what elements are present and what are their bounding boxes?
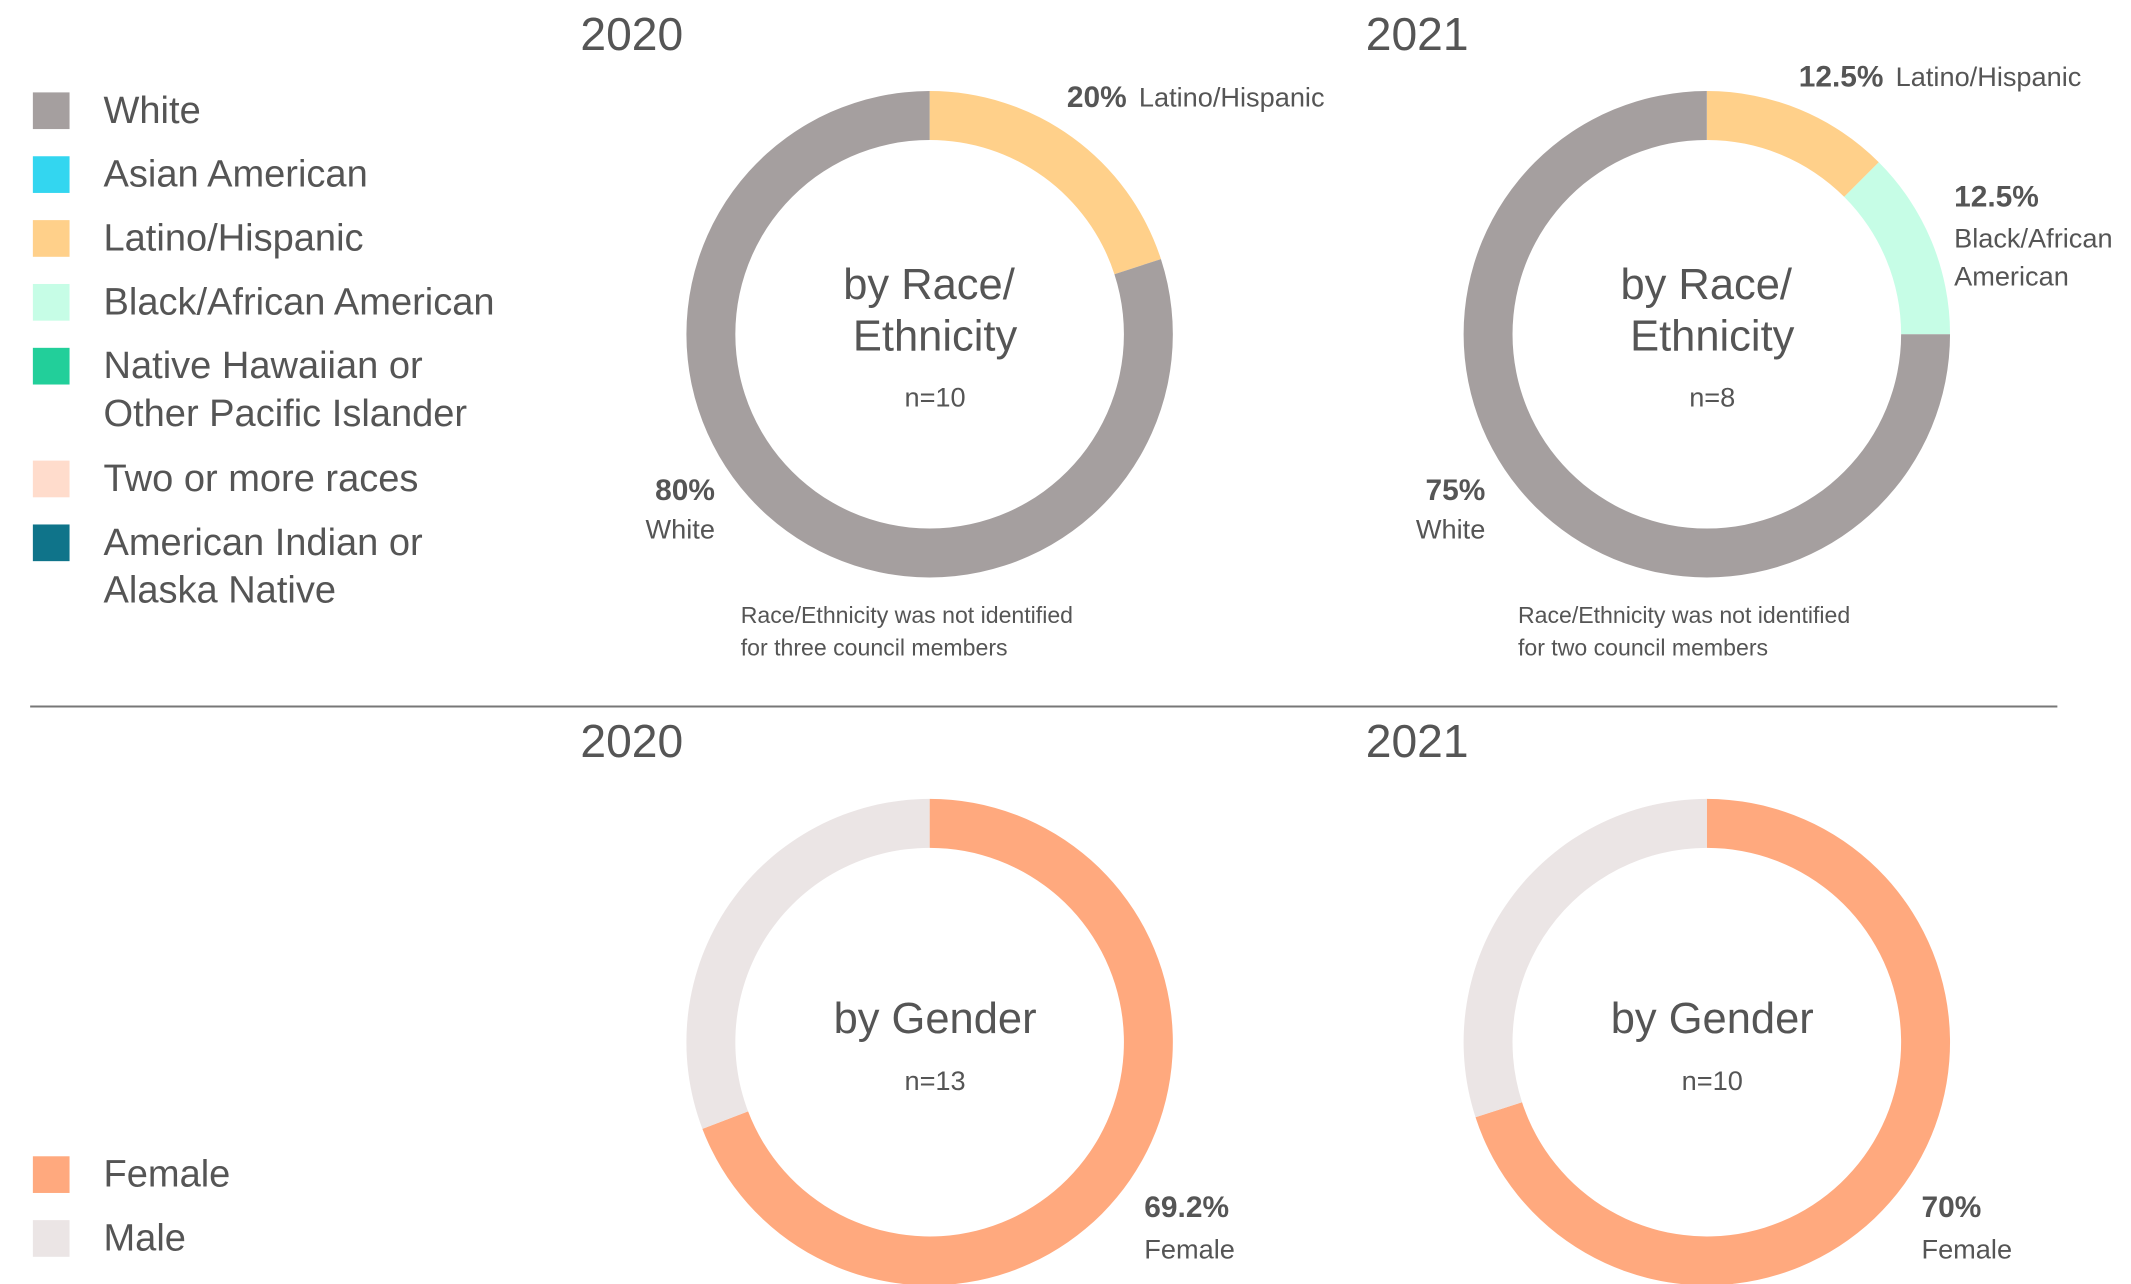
value-label: 75% (1426, 474, 1486, 507)
chart-title: 2021 (1366, 8, 1469, 60)
legend-swatch (32, 347, 70, 385)
chart-title: 2021 (1366, 715, 1469, 767)
legend-label: Two or more races (104, 458, 419, 500)
value-label: 69.2% (1144, 1191, 1229, 1224)
legend-swatch (32, 220, 70, 257)
value-label: 70% (1922, 1191, 1982, 1224)
sample-size: n=8 (1689, 382, 1735, 413)
legend-swatch (32, 524, 70, 562)
slice-label: Latino/Hispanic (1896, 61, 2082, 92)
legend-label: White (104, 90, 201, 132)
sample-size: n=13 (904, 1065, 965, 1096)
legend-label: American Indian or Alaska Native (104, 522, 434, 612)
value-label: 20% (1067, 81, 1127, 114)
legend-label: Female (104, 1154, 231, 1196)
value-label: 12.5% (1799, 61, 1884, 94)
legend-swatch (32, 156, 70, 193)
legend-swatch (32, 1220, 70, 1257)
value-label: 12.5% (1954, 180, 2039, 213)
legend-swatch (32, 1156, 70, 1193)
legend-swatch (32, 460, 70, 498)
legend-label: Asian American (104, 154, 368, 196)
note: Race/Ethnicity was not identified for th… (741, 602, 1080, 661)
chart-title: 2020 (580, 715, 683, 767)
legend-label: Native Hawaiian or Other Pacific Islande… (104, 345, 468, 435)
slice-label: White (1416, 513, 1485, 544)
center-label: by Gender (834, 995, 1037, 1043)
legend-label: Black/African American (104, 281, 495, 323)
value-label: 80% (655, 474, 715, 507)
chart-title: 2020 (580, 8, 683, 60)
donut-slice (1706, 91, 1879, 197)
donut-slice (1463, 798, 1707, 1118)
donut-slice (929, 91, 1161, 275)
sample-size: n=10 (1682, 1065, 1743, 1096)
slice-label: Female (1922, 1234, 2013, 1265)
legend-label: Latino/Hispanic (104, 218, 364, 260)
legend-label: Male (104, 1218, 186, 1260)
center-label: by Race/ Ethnicity (1620, 262, 1804, 362)
donut-slice (686, 798, 930, 1129)
donut-slice (1844, 162, 1951, 335)
sample-size: n=10 (904, 382, 965, 413)
slice-label: Female (1144, 1234, 1235, 1265)
note: Race/Ethnicity was not identified for tw… (1518, 602, 1857, 661)
center-label: by Gender (1611, 995, 1814, 1043)
legend-swatch (32, 283, 70, 321)
slice-label: White (646, 513, 715, 544)
slice-label: Black/African American (1954, 223, 2120, 292)
legend-swatch (32, 92, 70, 130)
center-label: by Race/ Ethnicity (843, 262, 1027, 362)
slice-label: Latino/Hispanic (1139, 81, 1325, 112)
